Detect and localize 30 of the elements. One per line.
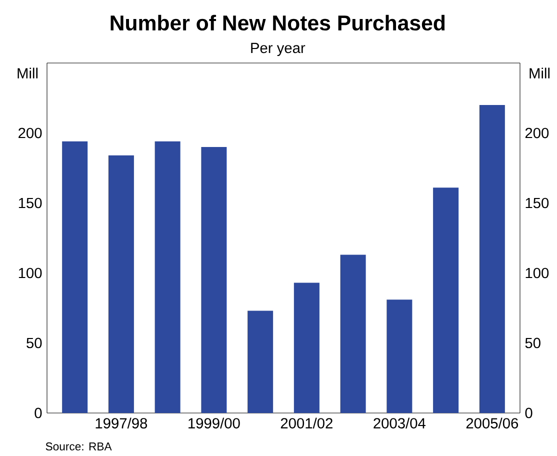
y-tick-label: 200 [18,128,42,138]
bar [248,310,274,413]
y2-tick-label: 200 [525,128,549,138]
x-tick-label: 2003/04 [374,418,426,428]
y2-tick-label: 150 [526,198,549,208]
bar [386,300,412,413]
bar [479,104,505,413]
y2-tick-label: 0 [525,408,532,418]
bar [433,188,459,413]
y-tick-label: 100 [18,268,42,278]
x-tick-label: 1999/00 [188,418,240,428]
source-note: Source: RBA [46,442,112,450]
y-tick-label: 150 [18,198,42,208]
bar [201,146,227,413]
x-tick-label: 1997/98 [96,418,148,428]
bar [108,155,134,413]
y2-tick-label: 50 [525,338,540,348]
bar [62,141,88,413]
chart-subtitle: Per year [251,42,306,56]
x-tick-label: 2001/02 [280,418,332,428]
y2-axis-title: Mill [530,68,550,78]
y-tick-label: 50 [26,338,42,348]
bar [294,282,320,413]
y-axis-title: Mill [18,68,38,78]
bar [340,254,366,413]
chart-title: Number of New Notes Purchased [110,14,445,31]
x-tick-label: 2005/06 [466,418,518,428]
y2-tick-label: 100 [526,268,549,278]
y-tick-label: 0 [34,408,42,418]
bar [154,141,180,413]
